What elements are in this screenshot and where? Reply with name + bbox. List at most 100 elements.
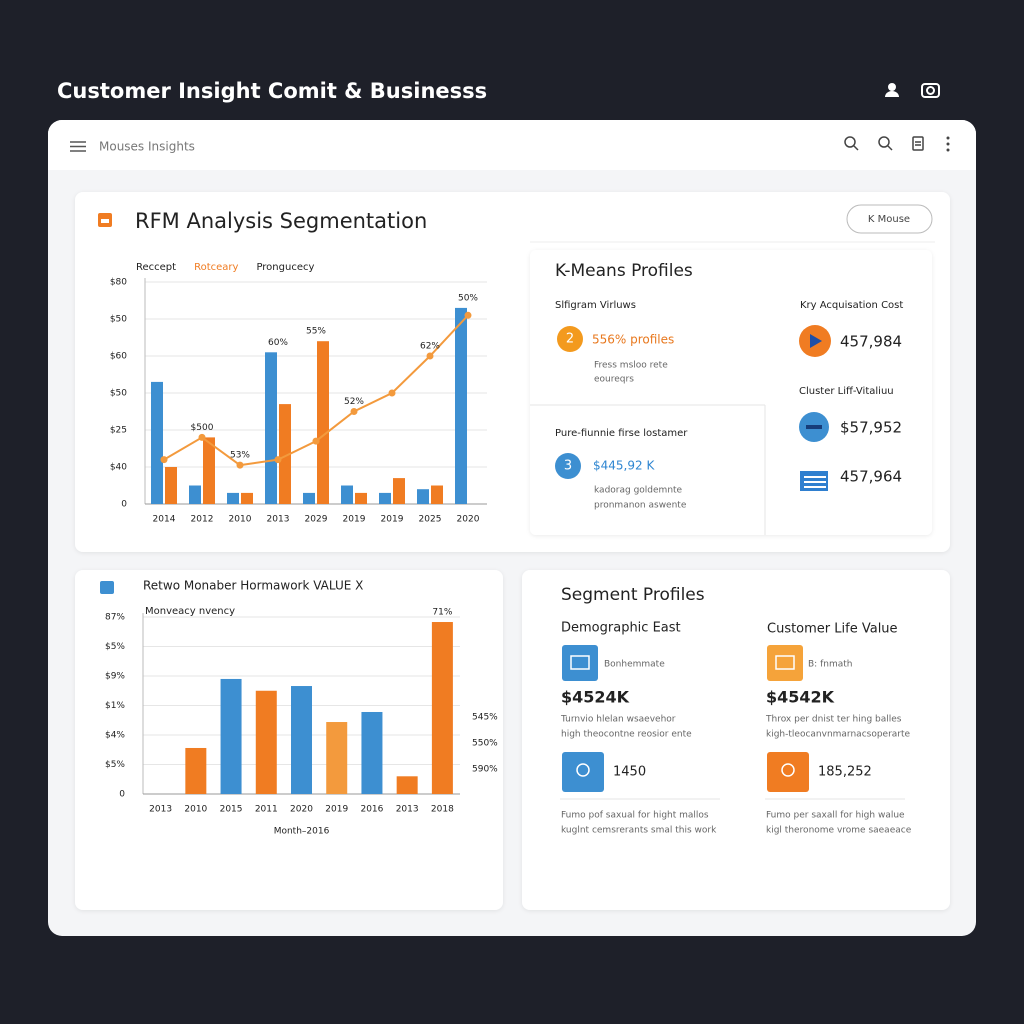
y-tick-label: $40 <box>110 463 127 473</box>
x-tick-label: 2019 <box>325 805 348 815</box>
x-tick-label: 2014 <box>153 515 176 525</box>
x-tick-label: 2010 <box>229 515 252 525</box>
data-label: 55% <box>306 327 326 337</box>
column-foot: Fumo per saxall for high walue <box>766 811 905 821</box>
y-tick-label: 87% <box>105 613 125 623</box>
chart-title: Retwo Monaber Hormawork VALUE X <box>143 579 363 593</box>
y-tick-label: $9% <box>105 672 125 682</box>
x-tick-label: 2029 <box>305 515 328 525</box>
line-point <box>274 456 282 464</box>
data-label: 71% <box>432 608 452 618</box>
column-desc: Throx per dnist ter hing balles <box>765 715 902 725</box>
cluster-value: $445,92 K <box>593 459 655 473</box>
x-tick-label: 2010 <box>184 805 207 815</box>
bar <box>241 492 253 504</box>
column-heading: Customer Life Value <box>767 622 898 637</box>
camera-icon[interactable] <box>921 83 940 98</box>
data-label: 60% <box>268 338 288 348</box>
column-tag: B: fnmath <box>808 660 852 670</box>
column-count: 185,252 <box>818 765 872 780</box>
bar <box>185 747 207 794</box>
legend-entry: Rotceary <box>194 262 238 273</box>
x-tick-label: 2013 <box>149 805 172 815</box>
bar <box>431 622 453 794</box>
column-foot: kuglnt cemsrerants smal this work <box>561 826 717 836</box>
app-title: Customer Insight Comit & Businesss <box>57 79 487 103</box>
column-desc: Turnvio hlelan wsaevehor <box>560 715 676 725</box>
mode-button-label: K Mouse <box>868 214 910 225</box>
line-point <box>350 408 358 415</box>
search-icon[interactable] <box>844 136 859 151</box>
kmeans-title: K-Means Profiles <box>555 261 693 281</box>
column-tag: Bonhemmate <box>604 660 665 670</box>
column-icon <box>562 645 598 681</box>
bar <box>220 678 242 794</box>
bar <box>417 489 429 504</box>
user-icon[interactable] <box>885 83 899 97</box>
bar <box>151 381 163 504</box>
line-point <box>236 461 244 469</box>
y-tick-label: $5% <box>105 642 125 652</box>
x-tick-label: 2013 <box>396 805 419 815</box>
mode-button[interactable] <box>846 204 933 234</box>
column-icon-glyph <box>570 655 590 670</box>
cluster-heading: Slfigram Virluws <box>555 300 636 311</box>
side-label: 545% <box>472 713 498 723</box>
x-tick-label: 2011 <box>255 805 278 815</box>
menu-icon[interactable] <box>70 141 86 152</box>
x-tick-label: 2013 <box>267 515 290 525</box>
document-icon[interactable] <box>912 136 924 151</box>
y-tick-label: $50 <box>110 315 127 325</box>
y-tick-label: $60 <box>110 352 127 362</box>
column-foot: Fumo pof saxual for hight mallos <box>561 811 709 821</box>
bar <box>279 404 291 504</box>
y-tick-label: $80 <box>110 278 127 288</box>
panel-icon-detail <box>101 219 109 223</box>
bar <box>431 485 443 504</box>
metric-value: 457,964 <box>840 468 902 486</box>
x-tick-label: 2012 <box>191 515 214 525</box>
line-point <box>312 437 320 445</box>
panel-icon <box>100 581 114 594</box>
metric-icon <box>800 471 828 491</box>
x-tick-label: 2020 <box>290 805 313 815</box>
metric-icon-glyph <box>810 334 822 348</box>
metric-value: $57,952 <box>840 419 902 437</box>
x-axis-label: Month–2016 <box>274 827 330 837</box>
line-point <box>464 311 472 319</box>
legend-entry: Reccept <box>136 262 176 273</box>
data-label: 50% <box>458 293 478 303</box>
column-icon <box>767 645 803 681</box>
bar <box>341 485 353 504</box>
y-tick-label: 0 <box>121 500 127 510</box>
y-tick-label: $1% <box>105 701 125 711</box>
legend-entry: Monveacy nvency <box>145 606 235 617</box>
bar <box>227 492 239 504</box>
bar <box>361 711 383 794</box>
toolbar <box>48 120 976 170</box>
column-value: $4542K <box>766 688 835 707</box>
bar <box>455 307 467 504</box>
chart-panel <box>75 570 503 910</box>
search-icon[interactable] <box>878 136 893 151</box>
segment-title: Segment Profiles <box>561 585 705 605</box>
y-tick-label: $5% <box>105 760 125 770</box>
bar <box>203 437 215 504</box>
cluster-note: eoureqrs <box>594 375 634 385</box>
y-tick-label: 0 <box>119 790 125 800</box>
column-desc: kigh-tleocanvnmarnacsoperarte <box>766 730 911 740</box>
more-icon[interactable] <box>946 136 950 152</box>
bar <box>165 467 177 504</box>
column-value: $4524K <box>561 688 630 707</box>
side-label: 590% <box>472 765 498 775</box>
kmeans-card <box>530 250 932 535</box>
y-tick-label: $50 <box>110 389 127 399</box>
x-tick-label: 2019 <box>381 515 404 525</box>
bar <box>355 492 367 504</box>
data-label: 62% <box>420 342 440 352</box>
bar <box>396 776 418 794</box>
x-tick-label: 2016 <box>360 805 383 815</box>
segment-panel <box>522 570 950 910</box>
panel-title: RFM Analysis Segmentation <box>135 209 427 233</box>
